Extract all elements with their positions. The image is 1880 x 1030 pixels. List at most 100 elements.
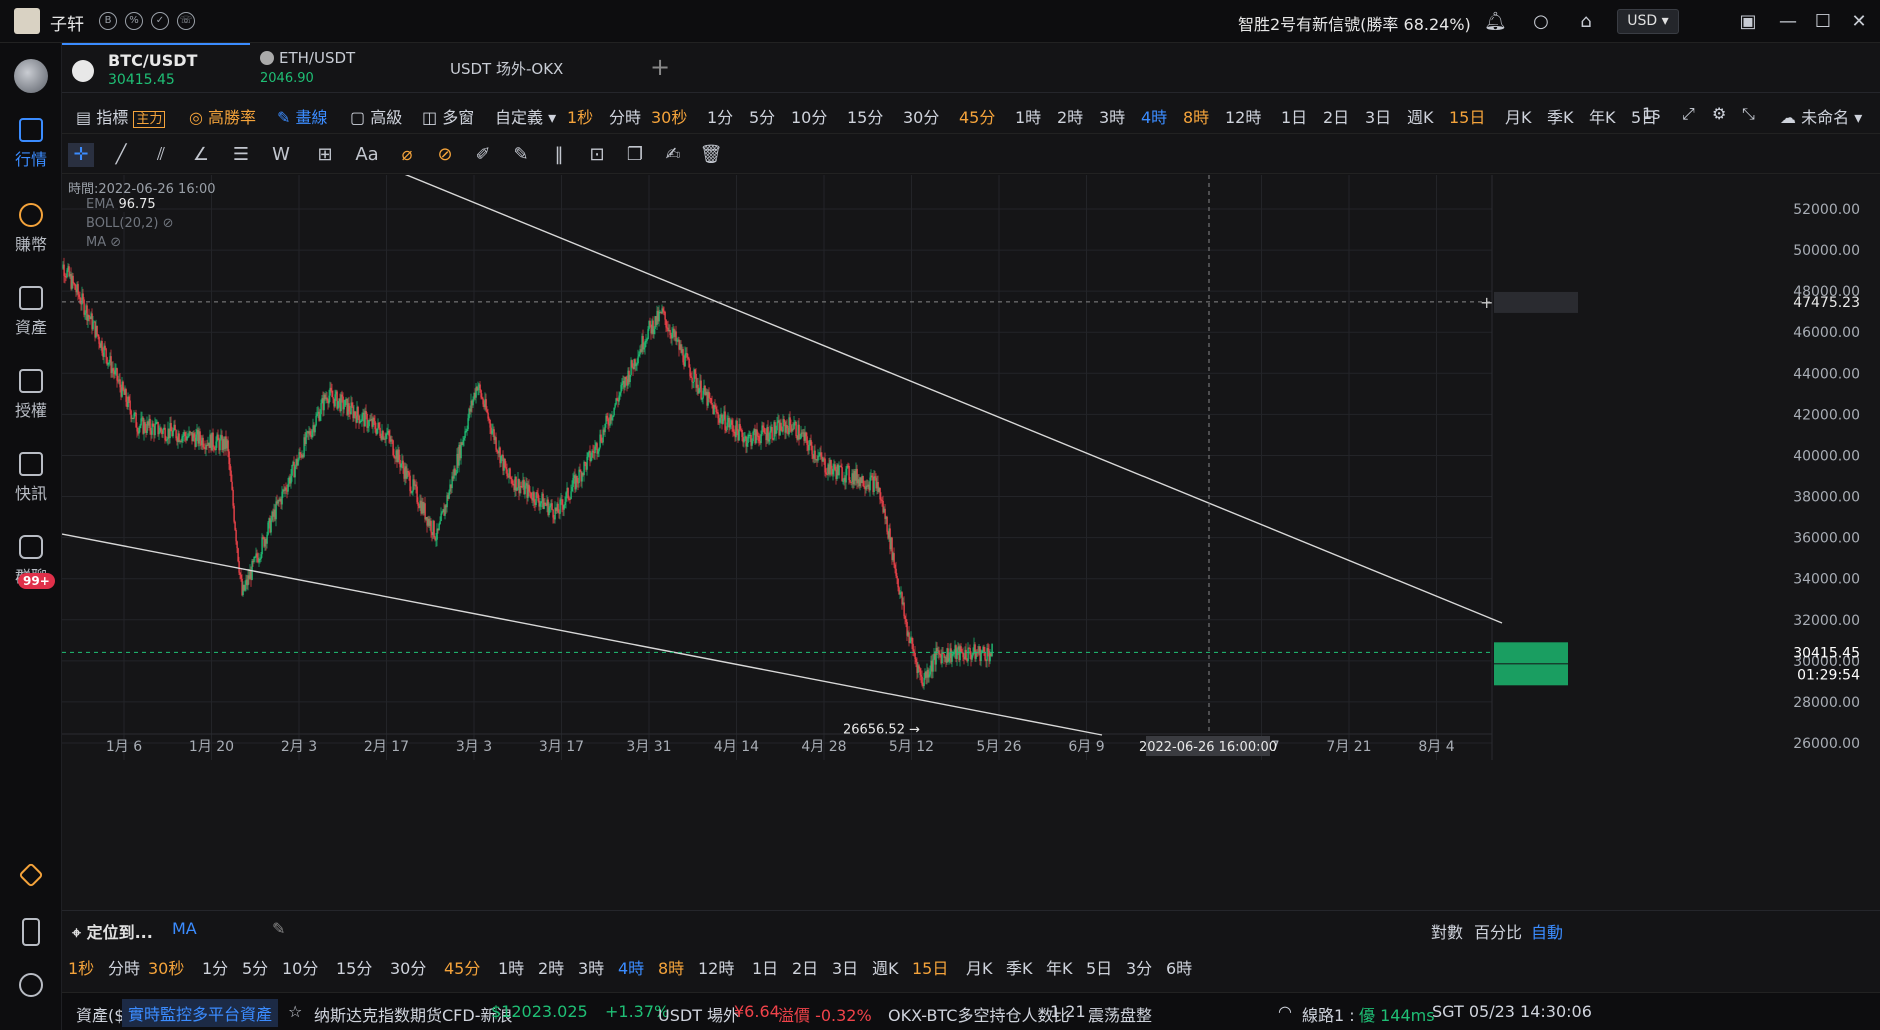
interval-22[interactable]: 年K — [1046, 959, 1073, 978]
interval-13[interactable]: 8時 — [1183, 108, 1210, 127]
text-tool-icon[interactable]: Aa — [355, 144, 379, 165]
interval-19[interactable]: 15日 — [912, 959, 949, 978]
interval-11[interactable]: 3時 — [578, 959, 605, 978]
eye-off-icon[interactable]: ⊘ — [162, 216, 174, 231]
interval-7[interactable]: 30分 — [903, 108, 940, 127]
parallel-channel-tool-icon[interactable]: ⫽ — [156, 144, 166, 165]
monitor-button[interactable]: 實時監控多平台資產 — [122, 999, 279, 1027]
badge-b-icon[interactable]: B — [99, 12, 117, 30]
interval-4[interactable]: 5分 — [242, 959, 269, 978]
interval-17[interactable]: 3日 — [1365, 108, 1392, 127]
edit-tool-icon[interactable]: ✍ — [665, 144, 681, 165]
interval-15[interactable]: 1日 — [1281, 108, 1308, 127]
badge-phone-icon[interactable]: ☏ — [177, 12, 195, 30]
currency-select[interactable]: USD ▾ — [1617, 9, 1679, 34]
interval-21[interactable]: 季K — [1006, 959, 1033, 978]
search-icon[interactable]: ○ — [1533, 11, 1549, 32]
win-rate-button[interactable]: ◎ 高勝率 — [189, 104, 256, 128]
layout-select[interactable]: ☁ 未命名 ▾ — [1780, 108, 1863, 127]
interval-1[interactable]: 分時 — [609, 108, 642, 127]
interval-1s[interactable]: 1s — [1642, 104, 1661, 123]
shrink-icon[interactable]: ⤡ — [1742, 104, 1755, 123]
interval-1[interactable]: 分時 — [108, 959, 141, 978]
link-tool-icon[interactable]: ⊘ — [437, 144, 453, 165]
sidebar-item-news[interactable]: 快訊 — [0, 452, 62, 504]
interval-14[interactable]: 12時 — [698, 959, 735, 978]
interval-8[interactable]: 45分 — [444, 959, 481, 978]
edit-indicator-icon[interactable]: ✎ — [272, 919, 286, 938]
signal-notice[interactable]: 智胜2号有新信號(勝率 68.24%) — [1238, 15, 1471, 34]
interval-13[interactable]: 8時 — [658, 959, 685, 978]
fullscreen-icon[interactable]: ⤢ — [1682, 104, 1695, 123]
interval-21[interactable]: 季K — [1547, 108, 1574, 127]
interval-18[interactable]: 週K — [872, 959, 899, 978]
sidebar-item-assets[interactable]: 資產 — [0, 286, 62, 338]
interval-0[interactable]: 1秒 — [567, 108, 594, 127]
tab-usdt-otc[interactable]: USDT 场外-OKX — [450, 43, 630, 93]
interval-20[interactable]: 月K — [1505, 108, 1532, 127]
multi-window-button[interactable]: ◫ 多窗 — [422, 104, 474, 128]
badge-check-icon[interactable]: ✓ — [151, 12, 169, 30]
interval-3[interactable]: 1分 — [707, 108, 734, 127]
measure-tool-icon[interactable]: ⊞ — [317, 144, 333, 165]
interval-24[interactable]: 3分 — [1126, 959, 1153, 978]
angle-tool-icon[interactable]: ∠ — [192, 144, 210, 165]
sidebar-item-earn[interactable]: 賺幣 — [0, 203, 62, 255]
interval-22[interactable]: 年K — [1589, 108, 1616, 127]
ticker-name[interactable]: 纳斯达克指数期货CFD-新浪 — [314, 1006, 513, 1025]
lock-tool-icon[interactable]: ⊡ — [589, 144, 605, 165]
interval-18[interactable]: 週K — [1407, 108, 1434, 127]
wave-tool-icon[interactable]: W — [272, 144, 290, 165]
bell-icon[interactable]: 🔔︎ — [1484, 11, 1507, 32]
candles-tool-icon[interactable]: ‖ — [554, 144, 564, 165]
copy-tool-icon[interactable]: ❐ — [626, 144, 644, 165]
interval-20[interactable]: 月K — [966, 959, 993, 978]
draw-button[interactable]: ✎ 畫線 — [277, 104, 328, 128]
eye-off-icon[interactable]: ⊘ — [110, 235, 122, 250]
assets-label[interactable]: 資產($) — [76, 1006, 131, 1025]
interval-17[interactable]: 3日 — [832, 959, 859, 978]
badge-percent-icon[interactable]: % — [125, 12, 143, 30]
interval-12[interactable]: 4時 — [618, 959, 645, 978]
user-avatar[interactable] — [14, 8, 40, 34]
indicator-button[interactable]: ▤ 指標 主力 — [76, 104, 166, 128]
interval-4[interactable]: 5分 — [749, 108, 776, 127]
indicator-boll[interactable]: BOLL(20,2) ⊘ — [86, 216, 174, 231]
mobile-button[interactable] — [0, 918, 62, 950]
minimize-icon[interactable]: — — [1779, 11, 1797, 32]
crosshair-tool-icon[interactable]: ✛ — [68, 143, 94, 167]
indicator-ema[interactable]: EMA 96.75 — [86, 197, 156, 212]
interval-3[interactable]: 1分 — [202, 959, 229, 978]
maximize-icon[interactable]: ☐ — [1814, 11, 1832, 32]
interval-6[interactable]: 15分 — [336, 959, 373, 978]
star-icon[interactable]: ☆ — [288, 1002, 303, 1021]
interval-7[interactable]: 30分 — [390, 959, 427, 978]
shirt-icon[interactable]: ⌂ — [1580, 11, 1592, 32]
brush-tool-icon[interactable]: ✎ — [513, 144, 529, 165]
ma-tab[interactable]: MA — [172, 919, 197, 938]
interval-2[interactable]: 30秒 — [651, 108, 688, 127]
line-label[interactable]: 線路1 : — [1302, 1006, 1355, 1025]
interval-23[interactable]: 5日 — [1631, 108, 1658, 127]
chart-settings-icon[interactable]: ⚙ — [1712, 104, 1727, 123]
ruler-tool-icon[interactable]: ✐ — [475, 144, 491, 165]
interval-9[interactable]: 1時 — [1015, 108, 1042, 127]
tab-eth-usdt[interactable]: ETH/USDT 2046.90 — [257, 43, 427, 93]
interval-8[interactable]: 45分 — [959, 108, 996, 127]
magnet-tool-icon[interactable]: ⌀ — [401, 144, 413, 165]
horizontal-lines-tool-icon[interactable]: ☰ — [232, 144, 250, 165]
indicator-ma[interactable]: MA ⊘ — [86, 235, 121, 250]
settings-button[interactable] — [0, 973, 62, 1001]
interval-25[interactable]: 6時 — [1166, 959, 1193, 978]
interval-19[interactable]: 15日 — [1449, 108, 1486, 127]
add-tab-button[interactable]: + — [650, 53, 671, 81]
custom-interval-dropdown[interactable]: 自定義 ▾ — [495, 108, 557, 127]
scale-auto[interactable]: 自動 — [1531, 923, 1564, 942]
advanced-button[interactable]: ▢ 高級 — [350, 104, 402, 128]
locate-button[interactable]: ⌖ 定位到... — [72, 919, 153, 943]
sidebar-item-authorize[interactable]: 授權 — [0, 369, 62, 421]
interval-12[interactable]: 4時 — [1141, 108, 1168, 127]
sidebar-item-market[interactable]: 行情 — [0, 118, 62, 170]
interval-9[interactable]: 1時 — [498, 959, 525, 978]
trendline-tool-icon[interactable]: ╱ — [115, 144, 127, 165]
